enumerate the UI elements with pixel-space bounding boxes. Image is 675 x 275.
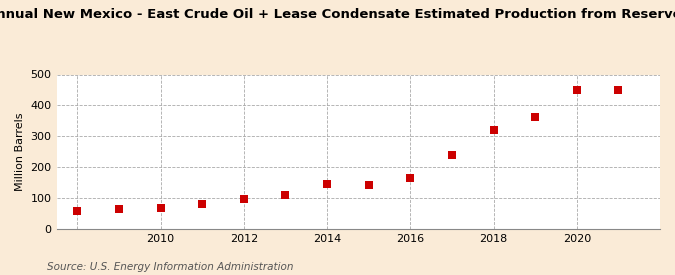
Point bbox=[446, 153, 457, 158]
Point bbox=[238, 197, 249, 201]
Point bbox=[155, 205, 166, 210]
Point bbox=[571, 88, 582, 92]
Point bbox=[113, 207, 124, 211]
Point bbox=[405, 175, 416, 180]
Text: Annual New Mexico - East Crude Oil + Lease Condensate Estimated Production from : Annual New Mexico - East Crude Oil + Lea… bbox=[0, 8, 675, 21]
Point bbox=[280, 192, 291, 197]
Point bbox=[530, 115, 541, 119]
Point bbox=[72, 209, 83, 213]
Point bbox=[363, 183, 374, 188]
Point bbox=[488, 128, 499, 132]
Point bbox=[613, 88, 624, 92]
Text: Source: U.S. Energy Information Administration: Source: U.S. Energy Information Administ… bbox=[47, 262, 294, 272]
Point bbox=[197, 202, 208, 206]
Point bbox=[322, 182, 333, 186]
Y-axis label: Million Barrels: Million Barrels bbox=[15, 112, 25, 191]
